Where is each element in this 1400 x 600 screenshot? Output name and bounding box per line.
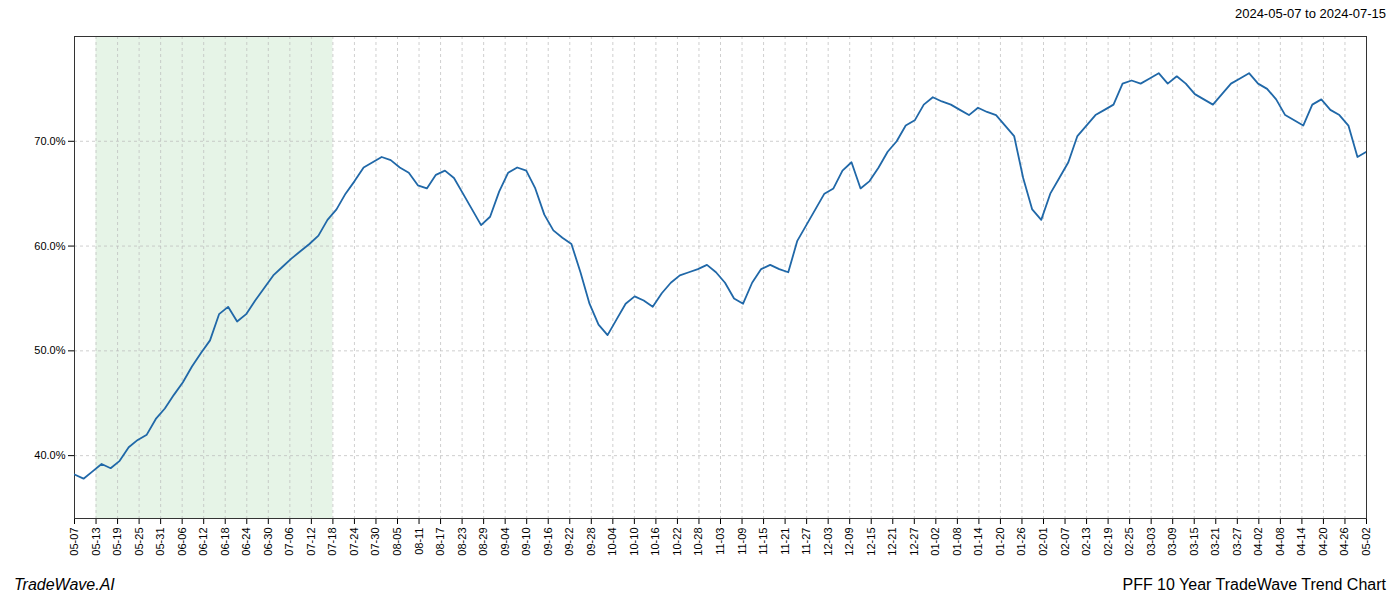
svg-text:07-30: 07-30	[369, 528, 381, 556]
svg-text:08-05: 08-05	[391, 528, 403, 556]
svg-text:40.0%: 40.0%	[34, 449, 65, 461]
svg-text:08-29: 08-29	[477, 528, 489, 556]
svg-text:02-25: 02-25	[1123, 528, 1135, 556]
svg-text:08-17: 08-17	[434, 528, 446, 556]
svg-text:01-02: 01-02	[929, 528, 941, 556]
svg-text:03-03: 03-03	[1145, 528, 1157, 556]
svg-text:12-03: 12-03	[822, 528, 834, 556]
svg-text:09-04: 09-04	[499, 528, 511, 556]
svg-text:10-28: 10-28	[692, 528, 704, 556]
html-text:TradeWave.AI: TradeWave.AI	[14, 576, 115, 593]
svg-text:05-13: 05-13	[90, 528, 102, 556]
svg-text:05-31: 05-31	[154, 528, 166, 556]
svg-text:05-02: 05-02	[1360, 528, 1372, 556]
svg-text:05-25: 05-25	[133, 528, 145, 556]
svg-text:04-20: 04-20	[1317, 528, 1329, 556]
svg-text:12-27: 12-27	[908, 528, 920, 556]
svg-text:05-19: 05-19	[111, 528, 123, 556]
svg-text:02-19: 02-19	[1102, 528, 1114, 556]
html-text:2024-05-07 to 2024-07-15: 2024-05-07 to 2024-07-15	[1234, 5, 1386, 21]
svg-text:12-09: 12-09	[843, 528, 855, 556]
svg-text:04-14: 04-14	[1295, 528, 1307, 556]
svg-text:10-10: 10-10	[628, 528, 640, 556]
svg-text:12-15: 12-15	[865, 528, 877, 556]
svg-text:03-09: 03-09	[1166, 528, 1178, 556]
svg-text:09-10: 09-10	[520, 528, 532, 556]
svg-text:04-26: 04-26	[1338, 528, 1350, 556]
svg-text:09-16: 09-16	[542, 528, 554, 556]
svg-text:01-26: 01-26	[1015, 528, 1027, 556]
svg-text:11-03: 11-03	[714, 528, 726, 555]
svg-text:11-27: 11-27	[800, 528, 812, 555]
svg-text:08-11: 08-11	[413, 528, 425, 555]
svg-text:04-08: 04-08	[1274, 528, 1286, 556]
html-text:PFF 10 Year TradeWave Trend Ch: PFF 10 Year TradeWave Trend Chart	[1122, 576, 1386, 593]
svg-text:50.0%: 50.0%	[34, 344, 65, 356]
svg-text:06-12: 06-12	[197, 528, 209, 556]
svg-text:10-04: 10-04	[606, 528, 618, 556]
svg-text:11-09: 11-09	[736, 528, 748, 555]
svg-text:06-30: 06-30	[262, 528, 274, 556]
svg-text:02-07: 02-07	[1059, 528, 1071, 556]
svg-text:11-21: 11-21	[779, 528, 791, 555]
svg-text:03-21: 03-21	[1209, 528, 1221, 556]
svg-text:09-28: 09-28	[585, 528, 597, 556]
svg-text:01-14: 01-14	[972, 528, 984, 556]
svg-text:10-16: 10-16	[649, 528, 661, 556]
svg-text:11-15: 11-15	[757, 528, 769, 555]
svg-text:04-02: 04-02	[1252, 528, 1264, 556]
svg-text:02-13: 02-13	[1080, 528, 1092, 556]
svg-text:07-06: 07-06	[283, 528, 295, 556]
svg-text:70.0%: 70.0%	[34, 135, 65, 147]
svg-text:06-06: 06-06	[176, 528, 188, 556]
svg-text:01-08: 01-08	[951, 528, 963, 556]
svg-text:07-12: 07-12	[305, 528, 317, 556]
svg-text:07-18: 07-18	[326, 528, 338, 556]
svg-text:02-01: 02-01	[1037, 528, 1049, 556]
svg-text:03-27: 03-27	[1231, 528, 1243, 556]
svg-text:12-21: 12-21	[886, 528, 898, 556]
svg-text:06-18: 06-18	[219, 528, 231, 556]
svg-text:01-20: 01-20	[994, 528, 1006, 556]
svg-text:06-24: 06-24	[240, 528, 252, 556]
svg-text:08-23: 08-23	[456, 528, 468, 556]
svg-text:60.0%: 60.0%	[34, 240, 65, 252]
svg-text:07-24: 07-24	[348, 528, 360, 556]
svg-text:10-22: 10-22	[671, 528, 683, 556]
svg-text:05-07: 05-07	[68, 528, 80, 556]
svg-text:09-22: 09-22	[563, 528, 575, 556]
svg-text:03-15: 03-15	[1188, 528, 1200, 556]
